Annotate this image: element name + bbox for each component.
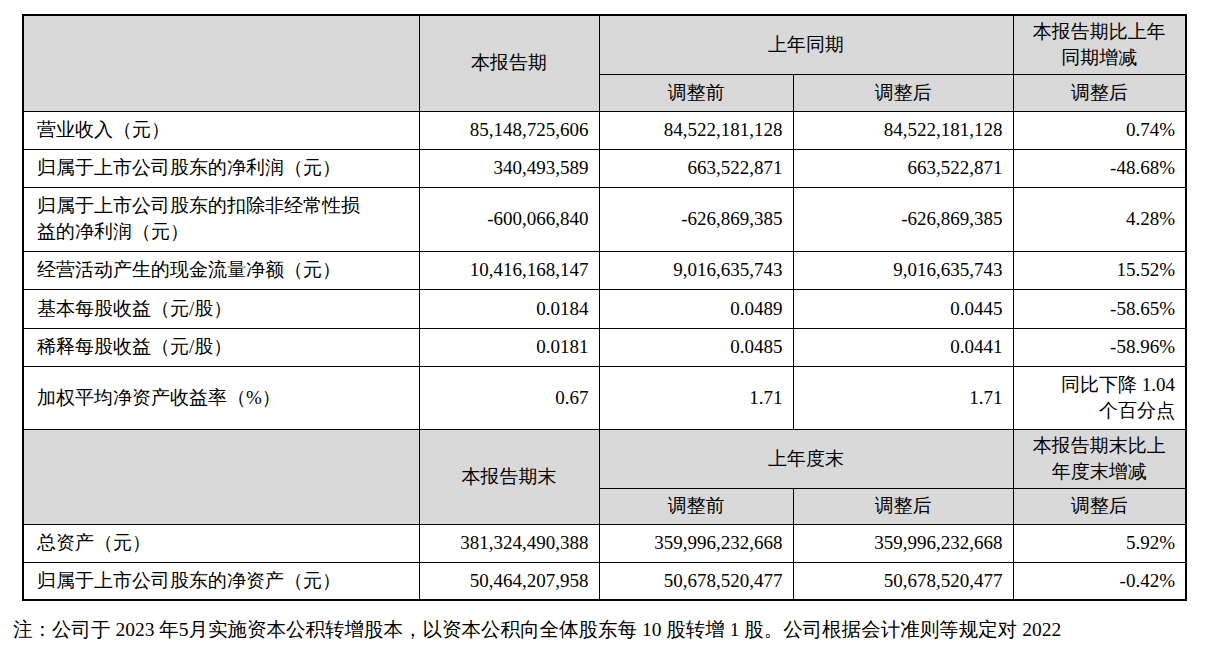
row-label: 加权平均净资产收益率（%）	[23, 366, 419, 429]
value-change: 同比下降 1.04 个百分点	[1013, 366, 1186, 429]
value-after-adjust: 0.0441	[793, 328, 1013, 366]
value-current: 85,148,725,606	[419, 111, 599, 149]
value-current: 0.0181	[419, 328, 599, 366]
section1-col-change-group: 本报告期比上年 同期增减	[1013, 15, 1186, 74]
value-after-adjust: -626,869,385	[793, 187, 1013, 251]
value-change: -48.68%	[1013, 149, 1186, 187]
section2-sub-change: 调整后	[1013, 488, 1186, 524]
section1-col-prior-group: 上年同期	[599, 15, 1013, 74]
value-before-adjust: 84,522,181,128	[599, 111, 793, 149]
value-after-adjust: 0.0445	[793, 289, 1013, 328]
value-after-adjust: 663,522,871	[793, 149, 1013, 187]
value-current: 0.67	[419, 366, 599, 429]
section2-col-prior-group: 上年度末	[599, 429, 1013, 488]
section2-header-row-top: 本报告期末 上年度末 本报告期末比上 年度末增减	[23, 429, 1186, 488]
value-change: -0.42%	[1013, 562, 1186, 600]
value-change: 5.92%	[1013, 524, 1186, 562]
section1-header-row-top: 本报告期 上年同期 本报告期比上年 同期增减	[23, 15, 1186, 74]
value-before-adjust: 9,016,635,743	[599, 251, 793, 289]
section1-sub-change: 调整后	[1013, 74, 1186, 111]
row-label: 总资产（元）	[23, 524, 419, 562]
value-current: 50,464,207,958	[419, 562, 599, 600]
row-label: 经营活动产生的现金流量净额（元）	[23, 251, 419, 289]
footnote: 注：公司于 2023 年5月实施资本公积转增股本，以资本公积向全体股东每 10 …	[13, 616, 1203, 644]
section1-corner-cell	[23, 15, 419, 111]
section2-col-change-group: 本报告期末比上 年度末增减	[1013, 429, 1186, 488]
section2-col-current: 本报告期末	[419, 429, 599, 524]
row-label: 基本每股收益（元/股）	[23, 289, 419, 328]
value-after-adjust: 1.71	[793, 366, 1013, 429]
value-change: -58.65%	[1013, 289, 1186, 328]
value-change: 4.28%	[1013, 187, 1186, 251]
section2-sub-after: 调整后	[793, 488, 1013, 524]
table-row: 经营活动产生的现金流量净额（元） 10,416,168,147 9,016,63…	[23, 251, 1186, 289]
value-current: 381,324,490,388	[419, 524, 599, 562]
value-current: -600,066,840	[419, 187, 599, 251]
value-before-adjust: 0.0485	[599, 328, 793, 366]
value-after-adjust: 50,678,520,477	[793, 562, 1013, 600]
table-row: 营业收入（元） 85,148,725,606 84,522,181,128 84…	[23, 111, 1186, 149]
table-row: 归属于上市公司股东的净资产（元） 50,464,207,958 50,678,5…	[23, 562, 1186, 600]
section1-col-current: 本报告期	[419, 15, 599, 111]
row-label: 归属于上市公司股东的净资产（元）	[23, 562, 419, 600]
value-before-adjust: 1.71	[599, 366, 793, 429]
value-before-adjust: 0.0489	[599, 289, 793, 328]
table-row: 总资产（元） 381,324,490,388 359,996,232,668 3…	[23, 524, 1186, 562]
table-row: 加权平均净资产收益率（%） 0.67 1.71 1.71 同比下降 1.04 个…	[23, 366, 1186, 429]
report-page: 本报告期 上年同期 本报告期比上年 同期增减 调整前 调整后 调整后 营业收入（…	[0, 0, 1207, 657]
value-current: 0.0184	[419, 289, 599, 328]
value-before-adjust: 50,678,520,477	[599, 562, 793, 600]
table-row: 归属于上市公司股东的扣除非经常性损 益的净利润（元） -600,066,840 …	[23, 187, 1186, 251]
row-label: 归属于上市公司股东的扣除非经常性损 益的净利润（元）	[23, 187, 419, 251]
value-before-adjust: 663,522,871	[599, 149, 793, 187]
value-after-adjust: 84,522,181,128	[793, 111, 1013, 149]
value-current: 10,416,168,147	[419, 251, 599, 289]
table-row: 归属于上市公司股东的净利润（元） 340,493,589 663,522,871…	[23, 149, 1186, 187]
value-before-adjust: -626,869,385	[599, 187, 793, 251]
row-label: 归属于上市公司股东的净利润（元）	[23, 149, 419, 187]
financial-summary-table: 本报告期 上年同期 本报告期比上年 同期增减 调整前 调整后 调整后 营业收入（…	[22, 14, 1187, 601]
table-row: 稀释每股收益（元/股） 0.0181 0.0485 0.0441 -58.96%	[23, 328, 1186, 366]
value-change: 15.52%	[1013, 251, 1186, 289]
value-before-adjust: 359,996,232,668	[599, 524, 793, 562]
value-change: -58.96%	[1013, 328, 1186, 366]
value-change: 0.74%	[1013, 111, 1186, 149]
table-row: 基本每股收益（元/股） 0.0184 0.0489 0.0445 -58.65%	[23, 289, 1186, 328]
row-label: 稀释每股收益（元/股）	[23, 328, 419, 366]
value-after-adjust: 9,016,635,743	[793, 251, 1013, 289]
row-label: 营业收入（元）	[23, 111, 419, 149]
section1-sub-after: 调整后	[793, 74, 1013, 111]
value-current: 340,493,589	[419, 149, 599, 187]
section2-sub-before: 调整前	[599, 488, 793, 524]
value-after-adjust: 359,996,232,668	[793, 524, 1013, 562]
section2-corner-cell	[23, 429, 419, 524]
section1-sub-before: 调整前	[599, 74, 793, 111]
